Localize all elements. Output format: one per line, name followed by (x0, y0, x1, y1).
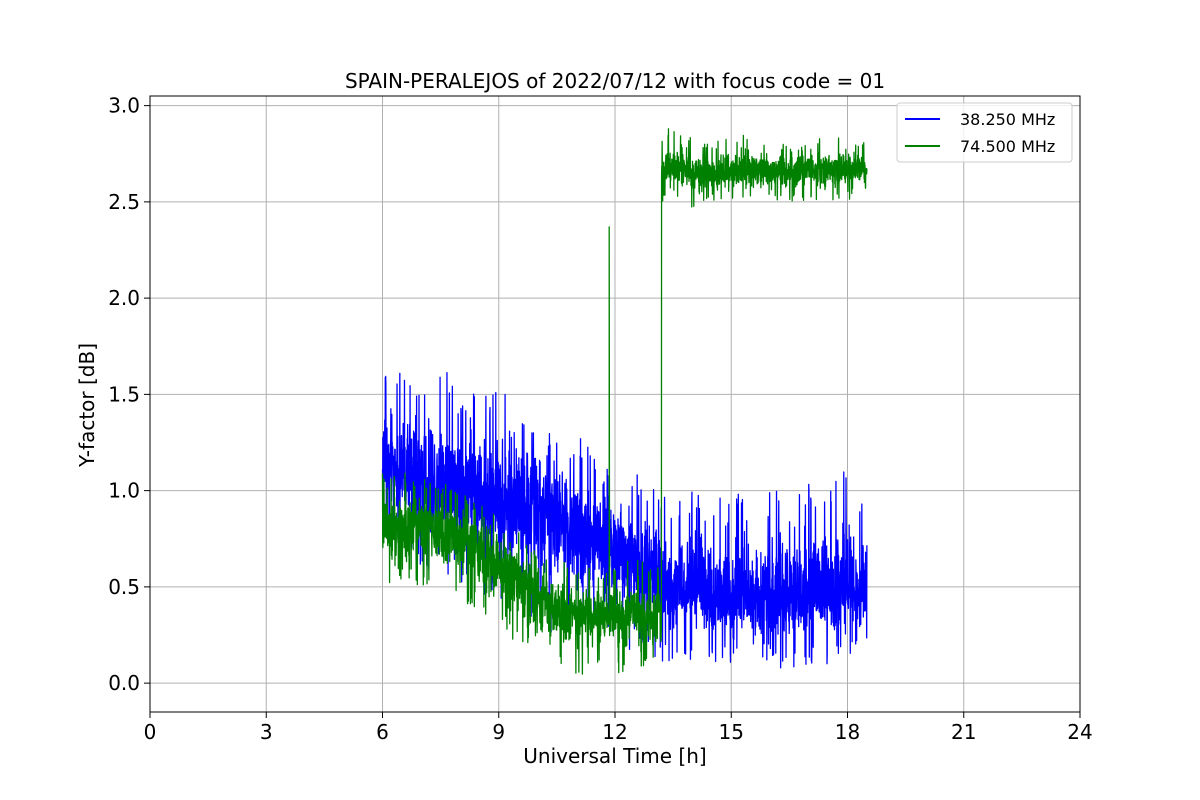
chart-title: SPAIN-PERALEJOS of 2022/07/12 with focus… (345, 69, 885, 93)
x-axis-title: Universal Time [h] (523, 744, 706, 768)
tick-layer: 0 3 6 9 12 15 18 21 24 0.0 0.5 1.0 1.5 2.0 2.5 3.0 (108, 94, 1093, 744)
x-tick-label: 0 (144, 720, 157, 744)
y-tick-label: 1.0 (108, 479, 140, 503)
x-tick-label: 18 (835, 720, 860, 744)
x-tick-label: 24 (1067, 720, 1092, 744)
y-tick-label: 2.5 (108, 190, 140, 214)
x-tick-label: 12 (602, 720, 627, 744)
x-tick-label: 15 (719, 720, 744, 744)
x-tick-label: 6 (376, 720, 389, 744)
y-tick-label: 1.5 (108, 382, 140, 406)
y-axis-title: Y-factor [dB] (75, 343, 99, 468)
trace-74mhz (381, 128, 868, 675)
y-tick-label: 0.0 (108, 671, 140, 695)
legend-label-38mhz: 38.250 MHz (960, 110, 1055, 129)
y-tick-label: 3.0 (108, 94, 140, 118)
x-tick-label: 21 (951, 720, 976, 744)
x-tick-label: 3 (260, 720, 273, 744)
y-tick-label: 0.5 (108, 575, 140, 599)
legend: 38.250 MHz 74.500 MHz (896, 102, 1073, 163)
plot-layer (381, 128, 868, 675)
y-tick-label: 2.0 (108, 286, 140, 310)
legend-box (896, 102, 1073, 163)
x-tick-label: 9 (492, 720, 505, 744)
legend-label-74mhz: 74.500 MHz (960, 137, 1055, 156)
